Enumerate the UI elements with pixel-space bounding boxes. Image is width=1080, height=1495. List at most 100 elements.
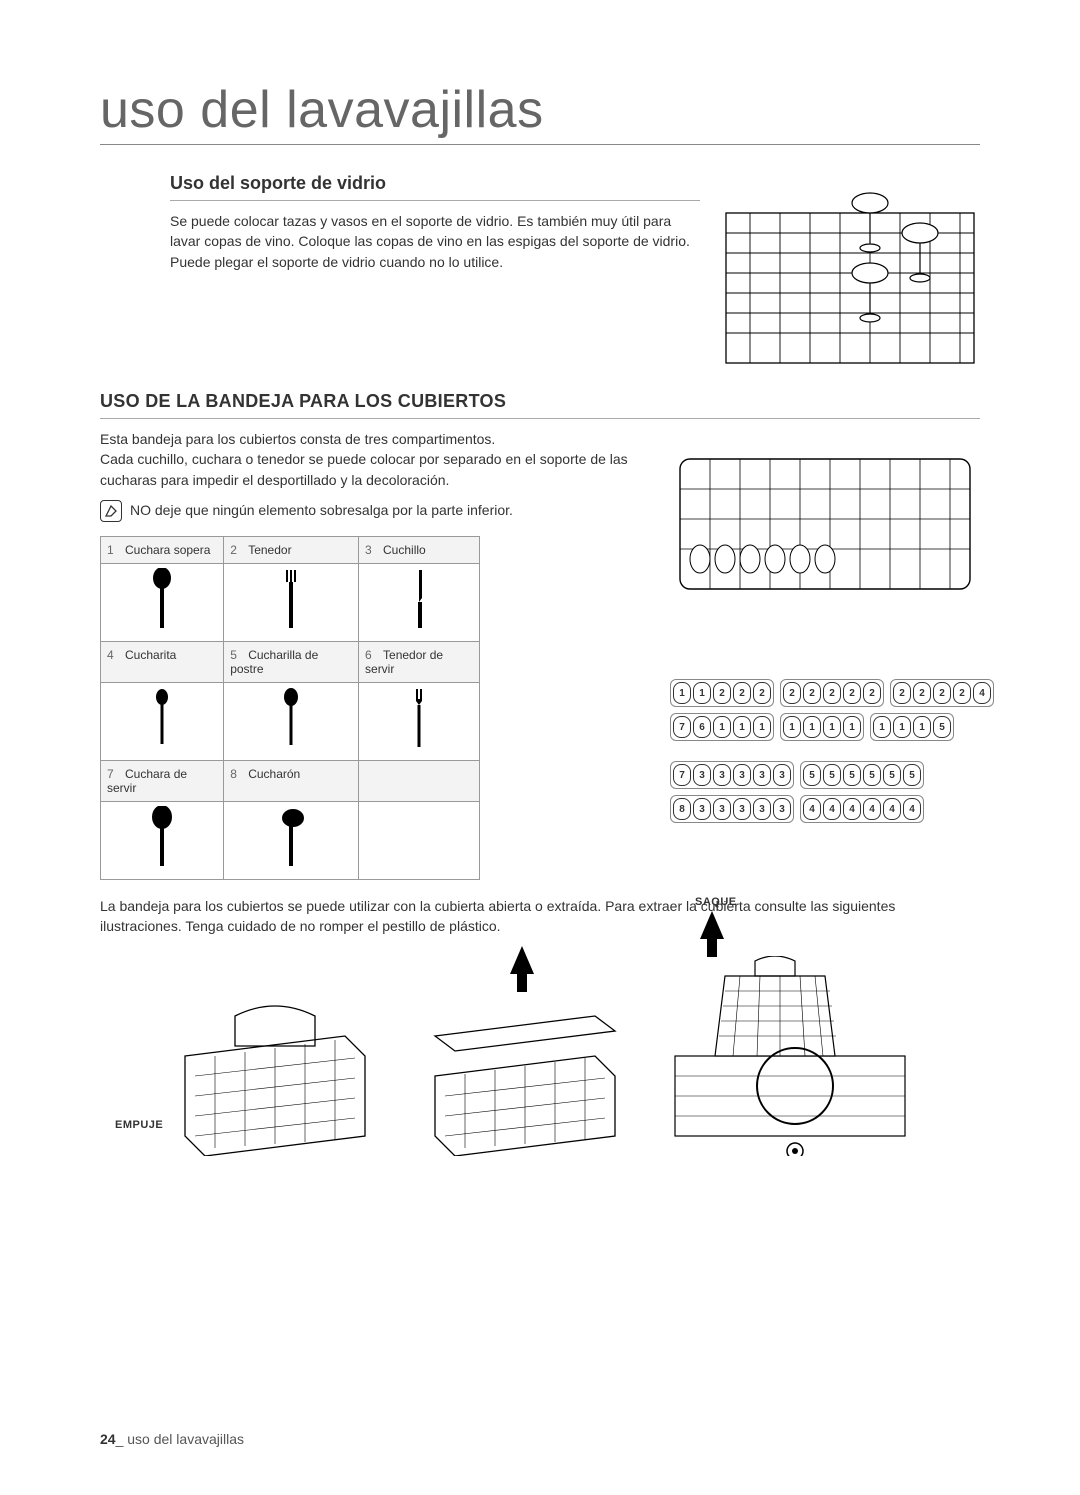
knife-icon (359, 563, 480, 641)
legend-cell-3: 3Cuchillo (359, 536, 480, 563)
layout-row: 112222222222224 (670, 679, 980, 707)
layout-slot: 3 (713, 798, 731, 820)
layout-slot: 3 (693, 764, 711, 786)
layout-slot: 8 (673, 798, 691, 820)
layout-slot: 2 (843, 682, 861, 704)
layout-slot-group: 76111 (670, 713, 774, 741)
layout-slot: 5 (803, 764, 821, 786)
layout-slot: 1 (783, 716, 801, 738)
legend-cell-7: 7Cuchara de servir (101, 760, 224, 801)
teaspoon-icon (101, 682, 224, 760)
layout-slot-group: 22224 (890, 679, 994, 707)
layout-slot: 1 (873, 716, 891, 738)
warning-note-text: NO deje que ningún elemento sobresalga p… (130, 500, 513, 520)
layout-row: 7611111111115 (670, 713, 980, 741)
layout-slot: 4 (973, 682, 991, 704)
glass-support-body: Se puede colocar tazas y vasos en el sop… (170, 211, 700, 272)
layout-slot: 3 (753, 764, 771, 786)
layout-slot: 4 (803, 798, 821, 820)
legend-cell-blank (359, 760, 480, 801)
cutlery-body-1: Esta bandeja para los cubiertos consta d… (100, 429, 650, 449)
layout-slot: 4 (823, 798, 841, 820)
layout-slot: 2 (713, 682, 731, 704)
layout-slot: 3 (773, 798, 791, 820)
cutlery-basket-top-illustration (670, 429, 980, 599)
remove-arrow-icon (700, 911, 724, 939)
legend-cell-4: 4Cucharita (101, 641, 224, 682)
basket-in-rack-illustration (665, 956, 915, 1156)
basket-lid-lift-illustration (415, 996, 635, 1156)
layout-slot: 2 (803, 682, 821, 704)
cutlery-legend-table: 1Cuchara sopera 2Tenedor 3Cuchillo 4Cuch… (100, 536, 480, 880)
layout-slot-group: 1111 (780, 713, 864, 741)
legend-cell-5: 5Cucharilla de postre (224, 641, 359, 682)
basket-removal-illustrations: EMPUJE (100, 956, 980, 1161)
warning-note: NO deje que ningún elemento sobresalga p… (100, 500, 650, 522)
basket-closed-illustration (165, 996, 385, 1156)
layout-slot: 5 (903, 764, 921, 786)
layout-slot: 1 (803, 716, 821, 738)
layout-slot-group: 22222 (780, 679, 884, 707)
layout-slot: 7 (673, 716, 691, 738)
layout-row: 833333444444 (670, 795, 980, 823)
layout-slot: 2 (953, 682, 971, 704)
legend-cell-1: 1Cuchara sopera (101, 536, 224, 563)
layout-slot: 2 (893, 682, 911, 704)
layout-slot: 1 (893, 716, 911, 738)
page-number: 24 (100, 1431, 116, 1447)
cutlery-tray-right-column: 1122222222222247611111111115733333555555… (670, 429, 980, 880)
layout-slot: 2 (783, 682, 801, 704)
layout-slot: 5 (823, 764, 841, 786)
layout-slot: 4 (903, 798, 921, 820)
layout-slot: 3 (773, 764, 791, 786)
layout-slot: 5 (843, 764, 861, 786)
layout-slot: 5 (863, 764, 881, 786)
glass-support-heading: Uso del soporte de vidrio (170, 173, 700, 201)
push-label: EMPUJE (115, 1119, 163, 1131)
cutlery-tray-heading: USO DE LA BANDEJA PARA LOS CUBIERTOS (100, 391, 980, 419)
layout-slot: 1 (713, 716, 731, 738)
layout-slot: 1 (823, 716, 841, 738)
layout-slot: 3 (733, 798, 751, 820)
legend-cell-8: 8Cucharón (224, 760, 359, 801)
cutlery-body-3: La bandeja para los cubiertos se puede u… (100, 896, 980, 937)
serving-fork-icon (359, 682, 480, 760)
layout-slot: 7 (673, 764, 691, 786)
dessert-spoon-icon (224, 682, 359, 760)
layout-slot-group: 11222 (670, 679, 774, 707)
legend-cell-2: 2Tenedor (224, 536, 359, 563)
layout-slot: 2 (863, 682, 881, 704)
layout-slot-group: 444444 (800, 795, 924, 823)
layout-slot: 2 (913, 682, 931, 704)
layout-slot-group: 555555 (800, 761, 924, 789)
layout-slot: 1 (733, 716, 751, 738)
layout-slot: 3 (733, 764, 751, 786)
lift-arrow-icon (510, 946, 534, 974)
layout-slot-group: 1115 (870, 713, 954, 741)
pull-label: SAQUE (695, 896, 737, 908)
layout-slot: 3 (753, 798, 771, 820)
page-title: uso del lavavajillas (100, 80, 980, 145)
ladle-icon (224, 801, 359, 879)
layout-slot-group: 833333 (670, 795, 794, 823)
layout-slot: 3 (713, 764, 731, 786)
legend-cell-6: 6Tenedor de servir (359, 641, 480, 682)
layout-slot: 3 (693, 798, 711, 820)
layout-slot: 2 (823, 682, 841, 704)
layout-slot: 5 (933, 716, 951, 738)
layout-slot: 1 (693, 682, 711, 704)
layout-slot: 2 (753, 682, 771, 704)
layout-slot: 4 (843, 798, 861, 820)
serving-spoon-icon (101, 801, 224, 879)
layout-slot: 1 (753, 716, 771, 738)
fork-icon (224, 563, 359, 641)
layout-slot: 2 (733, 682, 751, 704)
layout-slot: 1 (673, 682, 691, 704)
layout-slot: 2 (933, 682, 951, 704)
layout-slot: 1 (913, 716, 931, 738)
layout-slot: 4 (863, 798, 881, 820)
page-footer: 24_ uso del lavavajillas (100, 1431, 244, 1447)
section-glass-support: Uso del soporte de vidrio Se puede coloc… (100, 173, 980, 373)
layout-slot: 1 (843, 716, 861, 738)
cutlery-body-2: Cada cuchillo, cuchara o tenedor se pued… (100, 449, 650, 490)
